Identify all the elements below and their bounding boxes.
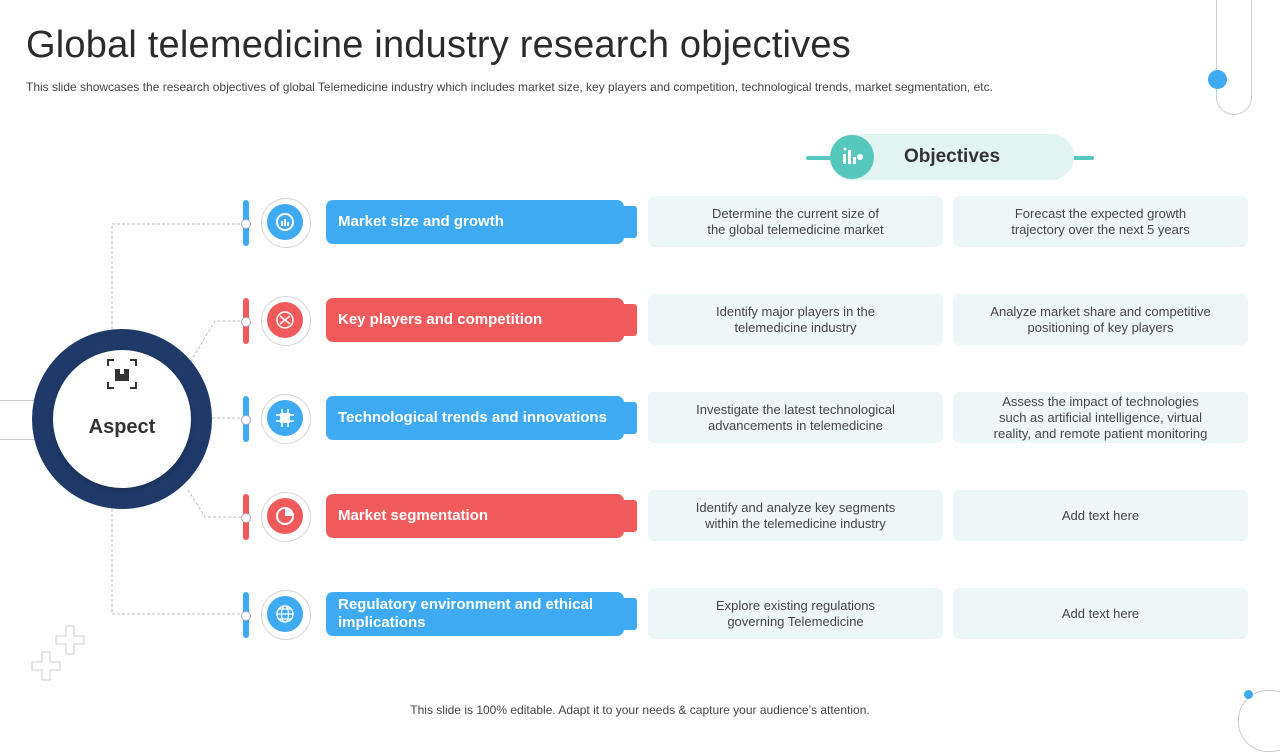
analytics-icon xyxy=(843,147,863,164)
connector-dot xyxy=(241,611,251,621)
objective-cell: Add text here xyxy=(953,490,1248,541)
page-subtitle: This slide showcases the research object… xyxy=(26,80,993,94)
aspect-row: Market segmentation Identify and analyze… xyxy=(0,490,1280,546)
objective-cell: Add text here xyxy=(953,588,1248,639)
chart-icon xyxy=(276,213,294,231)
decorative-line xyxy=(1216,0,1252,115)
objective-cell: Identify major players in the telemedici… xyxy=(648,294,943,345)
bar-tab xyxy=(624,206,637,238)
box-icon xyxy=(107,359,137,389)
aspect-bar: Key players and competition xyxy=(326,298,624,342)
plus-decoration-icon xyxy=(31,625,85,681)
bar-tab xyxy=(624,598,637,630)
connector-dot xyxy=(241,415,251,425)
aspect-label: Aspect xyxy=(88,416,156,438)
row-icon-circle xyxy=(267,204,303,240)
bar-tab xyxy=(624,402,637,434)
connector-dot xyxy=(241,317,251,327)
aspect-row: Regulatory environment and ethical impli… xyxy=(0,588,1280,644)
objectives-label: Objectives xyxy=(903,146,1001,167)
connector-lines xyxy=(111,223,245,615)
objectives-icon-circle xyxy=(830,135,874,179)
objective-cell: Explore existing regulations governing T… xyxy=(648,588,943,639)
competition-icon xyxy=(276,311,294,329)
decorative-corner-dot xyxy=(1244,690,1253,699)
aspect-bar: Regulatory environment and ethical impli… xyxy=(326,592,624,636)
row-icon-circle xyxy=(267,596,303,632)
chip-icon xyxy=(276,409,294,427)
decorative-corner-line xyxy=(1238,690,1280,752)
row-icon-circle xyxy=(267,498,303,534)
footer-note: This slide is 100% editable. Adapt it to… xyxy=(410,703,870,717)
objective-cell: Forecast the expected growth trajectory … xyxy=(953,196,1248,247)
objective-cell: Assess the impact of technologies such a… xyxy=(953,392,1248,443)
globe-icon xyxy=(276,605,294,623)
objective-cell: Determine the current size of the global… xyxy=(648,196,943,247)
objective-cell: Analyze market share and competitive pos… xyxy=(953,294,1248,345)
row-icon-circle xyxy=(267,400,303,436)
aspect-bar: Technological trends and innovations xyxy=(326,396,624,440)
row-icon-circle xyxy=(267,302,303,338)
objective-cell: Identify and analyze key segments within… xyxy=(648,490,943,541)
bar-tab xyxy=(624,500,637,532)
decorative-dot xyxy=(1208,70,1227,89)
segment-icon xyxy=(276,507,294,525)
aspect-row: Technological trends and innovations Inv… xyxy=(0,392,1280,448)
bar-tab xyxy=(624,304,637,336)
aspect-row: Market size and growth Determine the cur… xyxy=(0,196,1280,252)
connector-dot xyxy=(241,219,251,229)
aspect-bar: Market size and growth xyxy=(326,200,624,244)
objective-cell: Investigate the latest technological adv… xyxy=(648,392,943,443)
page-title: Global telemedicine industry research ob… xyxy=(26,24,851,66)
aspect-bar: Market segmentation xyxy=(326,494,624,538)
connector-dot xyxy=(241,513,251,523)
aspect-row: Key players and competition Identify maj… xyxy=(0,294,1280,350)
